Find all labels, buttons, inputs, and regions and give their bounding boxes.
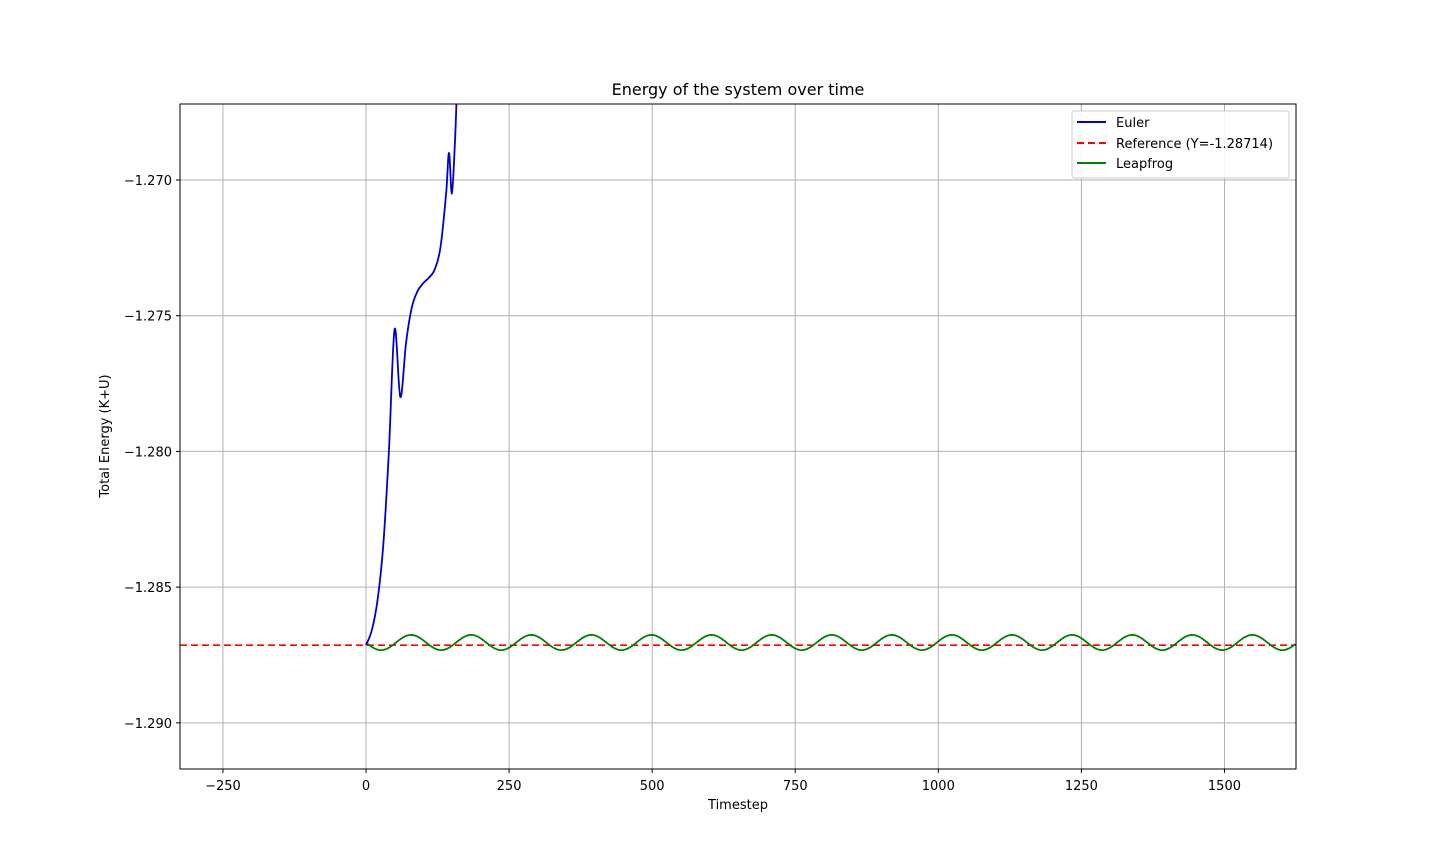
x-tick-label: 1500 [1208, 779, 1241, 794]
chart-title: Energy of the system over time [612, 80, 865, 99]
x-tick-label: 500 [640, 779, 665, 794]
grid [180, 104, 1296, 769]
x-tick-label: 0 [362, 779, 370, 794]
y-axis: −1.290 −1.285 −1.280 −1.275 −1.270 [124, 174, 180, 732]
series-line-leapfrog [365, 634, 1296, 652]
x-tick-label: 250 [497, 779, 522, 794]
x-axis-label: Timestep [707, 798, 768, 813]
y-tick-label: −1.280 [124, 445, 172, 460]
x-tick-label: 1000 [922, 779, 955, 794]
legend-label-reference: Reference (Y=-1.28714) [1116, 137, 1273, 152]
x-tick-label: 1250 [1065, 779, 1098, 794]
x-tick-label: −250 [205, 779, 241, 794]
plot-frame [179, 103, 1297, 770]
legend-box [1071, 110, 1290, 179]
y-axis-label: Total Energy (K+U) [98, 374, 113, 498]
legend-label-leapfrog: Leapfrog [1116, 157, 1173, 172]
y-tick-label: −1.275 [124, 310, 172, 325]
series-layer [180, 104, 1296, 652]
x-axis: −250 0 250 500 750 1000 1250 1500 [205, 769, 1241, 794]
y-tick-label: −1.270 [124, 174, 172, 189]
legend-label-euler: Euler [1116, 116, 1150, 131]
y-tick-label: −1.285 [124, 581, 172, 596]
series-line-euler [365, 104, 458, 646]
y-tick-label: −1.290 [124, 717, 172, 732]
legend: Euler Reference (Y=-1.28714) Leapfrog [1071, 110, 1290, 179]
x-tick-label: 750 [783, 779, 808, 794]
